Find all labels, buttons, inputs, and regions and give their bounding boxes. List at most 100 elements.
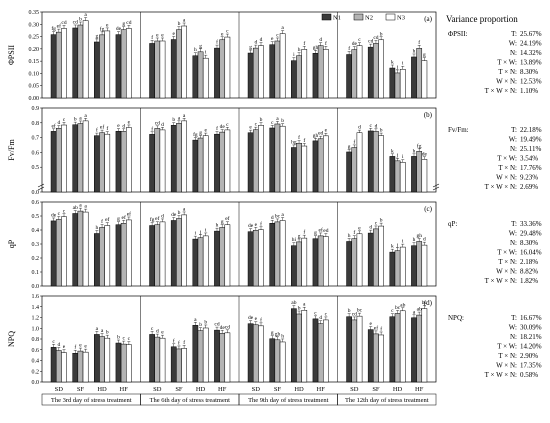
y-tick-label: 1.0 (32, 326, 40, 332)
bar-n2 (55, 128, 62, 193)
bar-n1 (170, 346, 177, 383)
significance-letter: cd (214, 322, 219, 328)
y-tick-label: 0.20 (29, 47, 40, 53)
significance-letter: e (173, 31, 176, 37)
significance-letter: e (106, 22, 109, 28)
bar-n1 (214, 133, 220, 193)
significance-letter: gh (313, 45, 319, 51)
bar-n2 (120, 343, 127, 383)
significance-letter: ab (400, 302, 405, 308)
bar-n1 (291, 308, 297, 383)
variance-block: Fv/Fm: T: 22.18%W: 19.49%N: 25.11%T × W: 3.54… (448, 126, 542, 191)
bar-n1 (50, 347, 57, 383)
bar-n1 (291, 245, 297, 287)
bar-n2 (252, 230, 259, 287)
bar-n1 (411, 245, 417, 287)
significance-letter: e (358, 225, 361, 231)
significance-letter: g (199, 43, 202, 49)
significance-letter: g (117, 216, 120, 222)
significance-letter: de (116, 26, 122, 32)
variance-factor: T: (511, 220, 517, 228)
bar-n3 (378, 225, 384, 287)
significance-letter: k (391, 244, 394, 250)
significance-letter: e (255, 222, 258, 228)
significance-letter: j (396, 64, 399, 70)
x-group-label: SD (252, 386, 261, 393)
significance-letter: d (260, 37, 263, 43)
bar-n2 (351, 238, 358, 287)
y-axis-label: NPQ (7, 331, 16, 347)
significance-letter: i (205, 227, 207, 233)
significance-letter: h (413, 237, 416, 243)
bar-n3 (356, 45, 363, 99)
x-group-label: HD (196, 386, 206, 393)
bar-n1 (389, 251, 396, 287)
y-tick-label: 0.05 (29, 84, 40, 90)
bar-n1 (170, 39, 177, 99)
bar-n3 (104, 337, 111, 383)
bar-n3 (82, 120, 89, 193)
x-group-label: SF (77, 386, 85, 393)
x-group-label: SD (55, 386, 64, 393)
bar-n2 (176, 218, 182, 287)
significance-letter: h (413, 48, 416, 54)
significance-letter: f (96, 127, 98, 134)
significance-letter: f (303, 229, 305, 236)
bar-n1 (50, 220, 57, 287)
legend-label: N2 (365, 15, 373, 22)
bar-n2 (176, 348, 182, 383)
day-label: The 12th day of stress treatment (345, 397, 429, 404)
significance-letter: c (151, 326, 154, 332)
significance-letter: f (260, 220, 262, 227)
bar-n2 (317, 45, 324, 99)
x-group-label: HF (120, 386, 129, 393)
bar-n3 (159, 40, 166, 99)
bar-n2 (154, 128, 161, 193)
significance-letter: i (402, 239, 404, 245)
significance-letter: c (375, 220, 378, 226)
significance-letter: c (255, 122, 258, 128)
significance-letter: ef (100, 124, 104, 131)
significance-letter: g (95, 33, 98, 39)
significance-letter: c (63, 208, 66, 214)
bar-n3 (126, 344, 132, 383)
variance-factor: T × W × N: (485, 277, 517, 285)
significance-letter: fg (51, 25, 56, 32)
bar-n3 (258, 325, 264, 383)
significance-letter: h (216, 223, 219, 229)
bar-n3 (61, 124, 67, 193)
bar-n3 (399, 310, 406, 383)
significance-letter: c (391, 308, 394, 314)
significance-letter: b (348, 308, 351, 314)
bar-n1 (312, 53, 319, 99)
panel-tag: (a) (424, 15, 432, 23)
variance-factor: T × W × N: (485, 87, 517, 95)
variance-factor: T × N: (498, 258, 517, 266)
bar-n3 (82, 351, 89, 383)
y-tick-label: 0.2 (32, 256, 40, 262)
bar-n2 (55, 219, 62, 287)
variance-value: 17.35% (520, 362, 542, 370)
significance-letter: bc (357, 308, 363, 314)
significance-letter: b (281, 118, 284, 124)
bar-n2 (197, 51, 204, 99)
variance-value: 17.76% (520, 164, 542, 172)
bar-n1 (312, 238, 319, 287)
significance-letter: cd (373, 35, 378, 41)
significance-letter: ef (122, 214, 126, 221)
y-tick-label: 1.4 (32, 305, 40, 311)
bar-n3 (301, 49, 308, 99)
significance-letter: a (194, 317, 197, 323)
bar-n3 (202, 57, 209, 99)
bar-n3 (421, 159, 428, 193)
significance-letter: i (293, 52, 295, 58)
x-group-label: HD (393, 386, 403, 393)
variance-value: 3.54% (520, 155, 538, 163)
bar-n2 (55, 31, 62, 99)
bar-n1 (312, 140, 319, 193)
y-tick-label: 0.25 (29, 35, 40, 41)
bar-n1 (247, 132, 254, 193)
variance-value: 14.32% (520, 49, 542, 57)
significance-letter: e (370, 321, 373, 327)
variance-value: 1.10% (520, 87, 538, 95)
